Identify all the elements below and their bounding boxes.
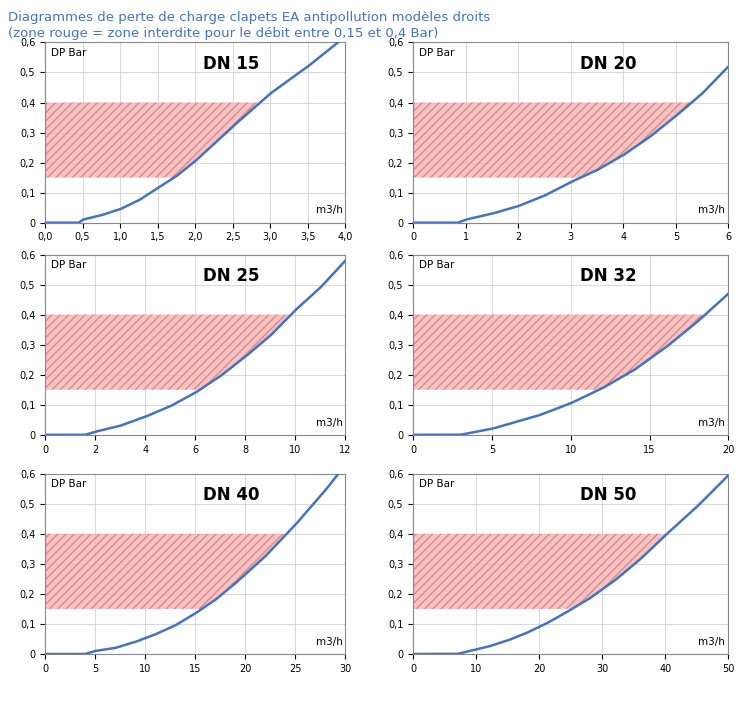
Text: (zone rouge = zone interdite pour le débit entre 0,15 et 0,4 Bar): (zone rouge = zone interdite pour le déb…: [8, 27, 438, 40]
Text: DN 40: DN 40: [203, 486, 260, 504]
Text: DN 32: DN 32: [581, 267, 637, 285]
Text: m3/h: m3/h: [315, 418, 342, 428]
Polygon shape: [413, 103, 692, 177]
Text: DN 15: DN 15: [203, 55, 260, 73]
Text: m3/h: m3/h: [698, 637, 725, 647]
Text: m3/h: m3/h: [698, 418, 725, 428]
Polygon shape: [45, 534, 287, 609]
Text: DP Bar: DP Bar: [419, 479, 455, 489]
Polygon shape: [413, 315, 705, 390]
Text: DN 20: DN 20: [581, 55, 637, 73]
Text: DP Bar: DP Bar: [419, 260, 455, 270]
Text: DP Bar: DP Bar: [419, 48, 455, 58]
Polygon shape: [45, 315, 291, 390]
Polygon shape: [45, 103, 260, 177]
Text: DP Bar: DP Bar: [51, 479, 86, 489]
Text: m3/h: m3/h: [698, 206, 725, 216]
Text: DN 25: DN 25: [203, 267, 260, 285]
Polygon shape: [413, 534, 667, 609]
Text: DP Bar: DP Bar: [51, 48, 86, 58]
Text: DP Bar: DP Bar: [51, 260, 86, 270]
Text: DN 50: DN 50: [581, 486, 637, 504]
Text: m3/h: m3/h: [315, 206, 342, 216]
Text: m3/h: m3/h: [315, 637, 342, 647]
Text: Diagrammes de perte de charge clapets EA antipollution modèles droits: Diagrammes de perte de charge clapets EA…: [8, 11, 490, 23]
